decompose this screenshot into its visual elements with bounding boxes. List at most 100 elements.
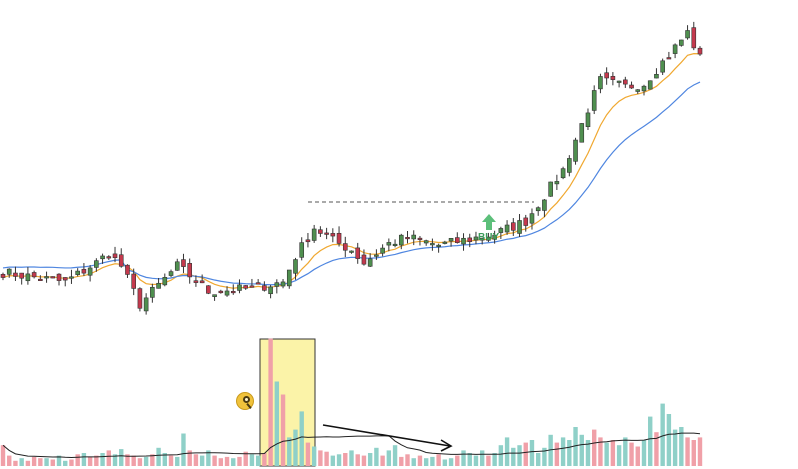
- volume-bar: [69, 459, 74, 466]
- buy-arrow-icon: [482, 214, 496, 230]
- volume-bar: [392, 445, 398, 466]
- volume-bar: [268, 338, 273, 466]
- volume-bar: [461, 450, 466, 466]
- volume-bar: [355, 454, 360, 466]
- volume-bar: [218, 458, 224, 466]
- volume-bar: [280, 394, 286, 466]
- candle-body: [100, 255, 105, 260]
- candle-body: [38, 278, 43, 281]
- volume-bar: [44, 458, 49, 466]
- volume-bar: [112, 454, 118, 466]
- volume-bar: [119, 449, 124, 466]
- volume-bar: [349, 450, 354, 466]
- volume-bar: [386, 450, 392, 466]
- candle-body: [623, 79, 628, 85]
- candle-body: [374, 254, 379, 257]
- volume-bar: [199, 455, 205, 466]
- candle-body: [610, 76, 616, 80]
- candle-body: [330, 233, 336, 237]
- volume-bar: [529, 440, 535, 466]
- candle-body: [262, 285, 267, 291]
- volume-bar: [143, 456, 149, 466]
- candle-body: [199, 280, 205, 284]
- candle-body: [62, 277, 68, 281]
- volume-bars: [0, 338, 703, 466]
- candle-body: [268, 286, 273, 295]
- volume-bar: [697, 437, 703, 466]
- volume-bar: [156, 447, 161, 466]
- candle-body: [598, 76, 603, 90]
- volume-bar: [175, 456, 180, 466]
- candle-body: [647, 80, 653, 90]
- candle-body: [697, 47, 703, 55]
- volume-bar: [442, 459, 448, 466]
- volume-bar: [610, 440, 616, 466]
- candle-body: [504, 224, 510, 233]
- candle-body: [511, 222, 516, 231]
- candle-body: [162, 277, 168, 286]
- candle-body: [629, 84, 634, 89]
- candle-body: [293, 259, 298, 274]
- candle-body: [473, 236, 479, 241]
- volume-bar: [162, 453, 168, 466]
- candle-body: [542, 199, 547, 211]
- volume-bar: [648, 416, 653, 466]
- candle-body: [6, 268, 12, 275]
- candle-body: [286, 269, 292, 287]
- candle-body: [691, 27, 697, 49]
- candle-body: [529, 213, 535, 224]
- candle-body: [193, 280, 199, 283]
- candle-body: [44, 276, 49, 279]
- volume-bar: [535, 453, 541, 466]
- volume-bar: [305, 442, 311, 466]
- volume-bar: [212, 455, 217, 466]
- candle-body: [187, 263, 192, 278]
- candle-body: [106, 256, 112, 259]
- volume-bar: [399, 456, 404, 466]
- volume-bar: [318, 450, 323, 466]
- volume-bar: [473, 455, 479, 466]
- volume-bar: [523, 442, 528, 466]
- magnifier-icon: [236, 392, 254, 410]
- candle-body: [0, 274, 6, 278]
- volume-bar: [125, 454, 130, 466]
- volume-bar: [81, 453, 87, 466]
- volume-bar: [168, 455, 174, 466]
- candle-body: [635, 89, 641, 92]
- volume-average-line: [2, 432, 701, 458]
- candle-body: [181, 259, 186, 267]
- candle-body: [523, 217, 529, 226]
- candle-body: [81, 268, 87, 274]
- volume-bar: [94, 455, 99, 466]
- volume-bar: [75, 454, 80, 466]
- volume-bar: [405, 454, 410, 466]
- candle-body: [31, 272, 37, 278]
- candle-body: [367, 258, 373, 267]
- volume-bar: [455, 455, 460, 466]
- candle-body: [206, 285, 211, 294]
- candle-body: [349, 250, 354, 253]
- candle-body: [50, 276, 56, 279]
- volume-bar: [486, 455, 491, 466]
- volume-bar: [654, 432, 659, 466]
- candle-body: [87, 267, 93, 276]
- candle-body: [517, 220, 522, 234]
- volume-bar: [623, 437, 628, 466]
- volume-bar: [511, 447, 516, 466]
- volume-bar: [542, 447, 547, 466]
- candle-body: [137, 288, 143, 309]
- candle-body: [150, 286, 155, 298]
- volume-bar: [380, 455, 385, 466]
- volume-bar: [56, 455, 62, 466]
- volume-bar: [87, 456, 93, 466]
- volume-bar: [361, 455, 367, 466]
- volume-bar: [38, 458, 43, 466]
- volume-bar: [629, 442, 634, 466]
- volume-bar: [255, 455, 261, 466]
- candle-body: [56, 273, 62, 281]
- candle-body: [318, 229, 323, 234]
- volume-bar: [579, 434, 584, 466]
- volume-bar: [63, 460, 68, 466]
